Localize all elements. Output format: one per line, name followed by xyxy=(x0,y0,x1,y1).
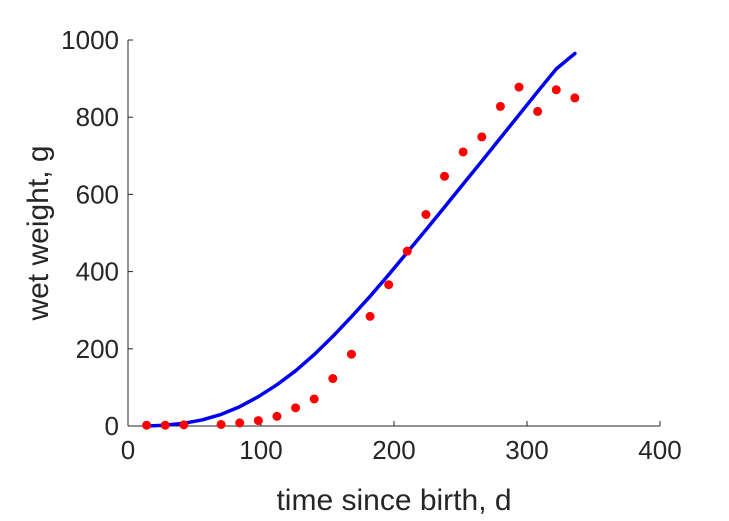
tick-labels: 0 100 200 300 400 0 200 400 600 800 1000 xyxy=(61,25,682,465)
data-point xyxy=(477,132,487,142)
data-point xyxy=(346,349,356,359)
data-point xyxy=(551,85,561,95)
data-point xyxy=(495,101,505,111)
y-tick-label: 800 xyxy=(76,102,119,132)
y-tick-label: 400 xyxy=(76,257,119,287)
data-point xyxy=(570,93,580,103)
data-point xyxy=(402,246,412,256)
data-point xyxy=(365,311,375,321)
y-tick-label: 1000 xyxy=(61,25,119,55)
data-point xyxy=(514,82,524,92)
x-tick-label: 300 xyxy=(505,435,548,465)
x-tick-label: 400 xyxy=(638,435,681,465)
data-point xyxy=(216,419,226,429)
data-point xyxy=(533,106,543,116)
y-tick-label: 600 xyxy=(76,179,119,209)
data-point xyxy=(384,280,394,290)
x-tick-label: 0 xyxy=(121,435,135,465)
axes xyxy=(127,39,661,427)
data-point xyxy=(253,416,263,426)
data-point xyxy=(309,394,319,404)
data-point xyxy=(440,171,450,181)
data-point xyxy=(142,420,152,430)
data-point xyxy=(235,418,245,428)
plot-marks xyxy=(142,51,580,430)
data-point xyxy=(458,147,468,157)
data-point xyxy=(272,411,282,421)
model-fit-line xyxy=(144,51,577,428)
y-tick-label: 200 xyxy=(76,334,119,364)
data-point xyxy=(160,420,170,430)
x-axis-label: time since birth, d xyxy=(276,484,511,517)
data-point xyxy=(291,403,301,413)
data-point xyxy=(421,209,431,219)
data-point xyxy=(328,374,338,384)
y-axis-label: wet weight, g xyxy=(22,145,55,321)
data-point xyxy=(179,420,189,430)
x-tick-label: 200 xyxy=(372,435,415,465)
x-tick-label: 100 xyxy=(239,435,282,465)
y-tick-label: 0 xyxy=(105,411,119,441)
